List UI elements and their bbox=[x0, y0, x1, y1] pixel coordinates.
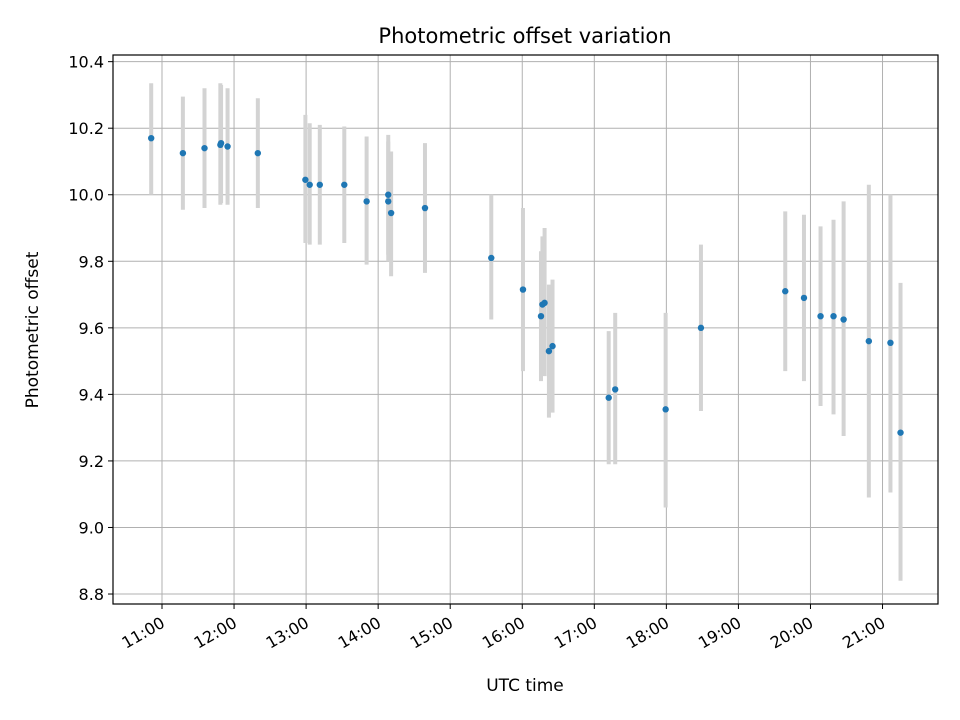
data-point-28 bbox=[800, 294, 808, 302]
data-point-9 bbox=[316, 181, 323, 188]
data-point-7 bbox=[302, 176, 309, 183]
plot-frame bbox=[112, 54, 939, 605]
data-point-6 bbox=[254, 149, 262, 157]
data-point-15 bbox=[421, 204, 429, 212]
data-point-23 bbox=[605, 394, 612, 401]
data-point-34 bbox=[897, 429, 904, 436]
data-point-13 bbox=[385, 198, 392, 205]
data-point-21 bbox=[545, 347, 553, 355]
y-tick-label-5: 9.8 bbox=[79, 252, 104, 271]
data-point-11 bbox=[363, 198, 370, 205]
data-point-20 bbox=[541, 299, 548, 307]
data-point-22 bbox=[549, 342, 556, 350]
data-point-25 bbox=[662, 406, 669, 413]
y-tick-label-0: 8.8 bbox=[79, 585, 104, 604]
chart-title: Photometric offset variation bbox=[378, 24, 671, 48]
y-tick-label-4: 9.6 bbox=[79, 319, 104, 338]
y-tick-label-8: 10.4 bbox=[68, 53, 104, 72]
data-point-2 bbox=[201, 144, 208, 152]
data-point-31 bbox=[840, 316, 847, 323]
data-point-14 bbox=[387, 209, 395, 217]
data-point-24 bbox=[612, 386, 619, 393]
data-point-18 bbox=[537, 312, 545, 320]
y-tick-label-3: 9.4 bbox=[79, 385, 104, 404]
y-axis-ticks: 8.8 9.0 9.2 9.4 9.6 9.8 10.0 10.2 10.4 bbox=[68, 53, 113, 604]
data-point-1 bbox=[179, 149, 187, 157]
data-point-4 bbox=[217, 139, 225, 147]
y-tick-label-7: 10.2 bbox=[68, 119, 104, 138]
y-tick-label-1: 9.0 bbox=[79, 518, 104, 537]
data-point-0 bbox=[147, 134, 155, 142]
y-axis-label: Photometric offset bbox=[23, 251, 43, 408]
data-point-30 bbox=[830, 312, 837, 320]
data-point-8 bbox=[306, 181, 313, 188]
x-axis-label: UTC time bbox=[486, 676, 564, 696]
data-point-10 bbox=[341, 181, 348, 188]
data-point-32 bbox=[865, 337, 873, 345]
data-points bbox=[147, 134, 904, 436]
data-point-5 bbox=[224, 143, 231, 150]
data-point-29 bbox=[817, 312, 824, 320]
data-point-17 bbox=[519, 286, 527, 293]
data-point-16 bbox=[488, 254, 495, 262]
y-tick-label-6: 10.0 bbox=[68, 186, 104, 205]
y-tick-label-2: 9.2 bbox=[79, 452, 104, 471]
data-point-27 bbox=[782, 288, 789, 295]
data-point-12 bbox=[385, 191, 392, 198]
data-point-26 bbox=[697, 324, 705, 332]
grid bbox=[113, 55, 938, 604]
data-point-33 bbox=[887, 339, 894, 347]
